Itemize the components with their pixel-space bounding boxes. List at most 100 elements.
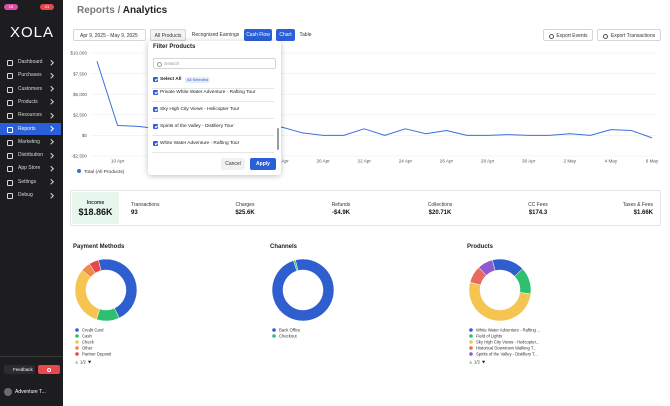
checkbox[interactable]	[153, 124, 158, 129]
user-name[interactable]: Adventure T...	[15, 389, 46, 395]
menu-item[interactable]: Products	[0, 96, 61, 108]
breadcrumb-section[interactable]: Reports	[77, 5, 115, 16]
notification-toggle[interactable]	[38, 365, 60, 374]
stat-value: $25.6K	[235, 209, 255, 216]
menu-label: Settings	[18, 178, 37, 185]
menu-item[interactable]: Customers	[0, 83, 61, 95]
filter-option[interactable]: Private White Water Adventure - Rafting …	[152, 85, 274, 102]
selection-badge: All Selected	[185, 77, 211, 83]
legend-label: Sky High City Views - Helicopter...	[476, 340, 539, 345]
cancel-button[interactable]: Cancel	[221, 158, 245, 170]
stat-value: -$4.9K	[331, 209, 350, 216]
x-tick-label: 10 Apr	[111, 159, 125, 164]
export-button[interactable]: Export Events	[543, 29, 593, 41]
legend-marker	[75, 328, 79, 332]
menu-item[interactable]: Dashboard	[0, 56, 61, 68]
view-toggle[interactable]: Cash Flow	[244, 29, 272, 41]
menu-item[interactable]: Debug	[0, 189, 61, 201]
legend-label: Partner Deposit	[82, 352, 112, 357]
feedback-button[interactable]: Feedback	[4, 365, 35, 374]
pager-next	[482, 360, 486, 364]
select-all-row[interactable]: Select All All Selected	[152, 72, 274, 89]
breadcrumb-separator: /	[117, 5, 121, 16]
pager-prev	[75, 360, 79, 364]
stat-label: Income	[86, 200, 105, 206]
date-range-picker[interactable]: Apr 9, 2025 - May 9, 2025	[73, 29, 146, 41]
legend-label: Historical Downtown Walking T...	[476, 346, 537, 351]
breadcrumb-page: Analytics	[122, 5, 168, 16]
notification-badge[interactable]: 15	[4, 4, 18, 10]
y-tick-label: -$2,500	[71, 154, 87, 159]
legend-marker	[272, 334, 276, 338]
stat: Transactions 93	[131, 202, 159, 216]
view-toggle[interactable]: Recognized Earnings	[191, 32, 240, 38]
menu-item[interactable]: Settings	[0, 176, 61, 188]
legend-marker	[75, 352, 79, 356]
filter-option-label: Sky High City Views - Helicopter Tour	[160, 107, 240, 112]
menu-label: Marketing	[18, 138, 40, 145]
menu-label: App Store	[18, 165, 41, 172]
chart-title: Payment Methods	[73, 244, 125, 250]
y-tick-label: $10,000	[70, 51, 87, 56]
donut-charts: Payment Methods Credit CardCashCheckOther…	[73, 244, 541, 365]
donut-slice	[89, 259, 102, 274]
mode-toggle[interactable]: Table	[299, 32, 312, 38]
menu-icon	[7, 99, 13, 106]
x-tick-label: 24 Apr	[399, 159, 413, 164]
stat-value: 93	[131, 209, 138, 216]
chevron	[48, 86, 54, 92]
menu-label: Dashboard	[18, 59, 43, 65]
menu-icon	[7, 193, 13, 199]
x-tick-label: 28 Apr	[481, 159, 495, 164]
export-button[interactable]: Export Transactions	[597, 29, 661, 41]
mode-toggle[interactable]: Chart	[276, 29, 295, 41]
pager-prev	[469, 360, 473, 364]
stat: CC Fees $174.3	[528, 202, 548, 216]
legend-marker	[75, 346, 79, 350]
chevron	[48, 139, 54, 145]
legend-marker	[469, 328, 473, 332]
search-input[interactable]: Search	[153, 58, 276, 69]
stat-value: $174.3	[528, 209, 548, 216]
donut-slice	[478, 259, 496, 276]
filter-option[interactable]: Spirits of the Valley - Distillery Tour	[152, 119, 274, 136]
checkbox[interactable]	[153, 90, 158, 95]
menu-item[interactable]: Distribution	[0, 149, 61, 161]
menu-icon	[7, 139, 13, 146]
select-all-label: Select All	[160, 77, 182, 82]
filter-option[interactable]: Sky High City Views - Helicopter Tour	[152, 102, 274, 119]
chevron	[48, 59, 54, 65]
menu-item[interactable]: Reports	[0, 122, 61, 135]
legend-label: Cash	[82, 334, 92, 339]
menu-item[interactable]: Marketing	[0, 136, 61, 148]
y-tick-label: $7,500	[73, 71, 87, 76]
export-icon	[549, 34, 554, 39]
menu-item[interactable]: Purchases	[0, 69, 61, 81]
checkbox[interactable]	[153, 77, 158, 82]
chevron	[48, 179, 54, 185]
user-avatar[interactable]	[4, 388, 12, 396]
checkbox[interactable]	[153, 141, 158, 146]
menu-item[interactable]: App Store	[0, 162, 61, 174]
legend-label: Field of Lights	[476, 334, 502, 339]
legend-label: Total (All Products)	[84, 169, 125, 175]
filter-option[interactable]: White Water Adventure - Rafting Tour	[152, 136, 274, 153]
donut-slice	[293, 259, 299, 272]
x-tick-label: 18 Apr	[275, 159, 289, 164]
donut-slice	[74, 269, 101, 320]
chevron	[48, 99, 54, 105]
chart-title: Products	[467, 244, 494, 250]
search-placeholder: Search	[164, 61, 180, 67]
legend-label: Checkout	[279, 334, 298, 339]
income-card: Income $18.86K	[72, 192, 119, 224]
x-tick-label: 20 Apr	[316, 159, 330, 164]
menu-item[interactable]: Resources	[0, 109, 61, 121]
apply-button[interactable]: Apply	[250, 158, 276, 170]
chart-title: Channels	[270, 244, 298, 250]
notification-badge[interactable]: 41	[40, 4, 54, 10]
product-filter-button[interactable]: All Products	[150, 29, 186, 41]
checkbox[interactable]	[153, 107, 158, 112]
export-icon	[603, 34, 608, 39]
stat-label: Charges	[235, 202, 255, 208]
